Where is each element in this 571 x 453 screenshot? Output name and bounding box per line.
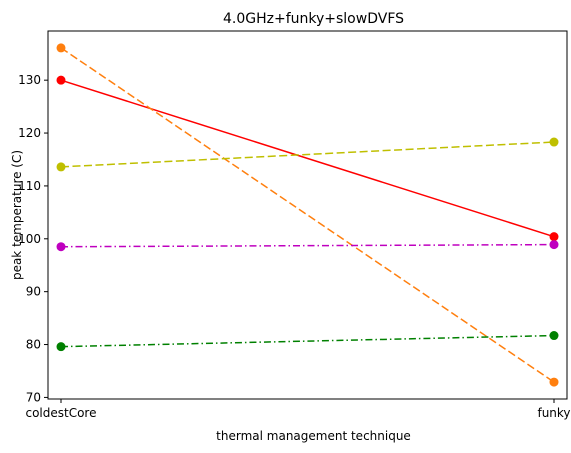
series-line bbox=[60, 243, 555, 248]
data-point bbox=[56, 162, 66, 172]
series-line bbox=[60, 79, 555, 238]
x-axis: coldestCore funky bbox=[25, 399, 571, 420]
y-axis: 70 80 90 100 110 120 130 bbox=[18, 73, 48, 404]
x-tick-label: funky bbox=[537, 406, 570, 420]
series-3 bbox=[56, 240, 559, 252]
y-tick-label: 80 bbox=[26, 338, 41, 352]
data-point bbox=[549, 377, 559, 387]
y-tick-label: 130 bbox=[18, 73, 41, 87]
series-4 bbox=[56, 331, 559, 352]
x-axis-label: thermal management technique bbox=[216, 429, 411, 443]
y-tick-label: 110 bbox=[18, 179, 41, 193]
data-point bbox=[549, 137, 559, 147]
data-point bbox=[56, 342, 66, 352]
y-axis-label: peak temperature (C) bbox=[10, 150, 24, 280]
data-point bbox=[56, 242, 66, 252]
x-tick-label: coldestCore bbox=[25, 406, 96, 420]
series-line bbox=[60, 334, 555, 348]
plot-frame bbox=[47, 30, 568, 400]
data-point bbox=[549, 240, 559, 250]
y-tick-label: 70 bbox=[26, 390, 41, 404]
series-line bbox=[60, 47, 555, 383]
y-tick-label: 90 bbox=[26, 285, 41, 299]
series-0 bbox=[56, 75, 559, 242]
y-tick-label: 120 bbox=[18, 126, 41, 140]
series-layer bbox=[56, 43, 559, 387]
data-point bbox=[56, 43, 66, 53]
y-tick-label: 100 bbox=[18, 232, 41, 246]
series-1 bbox=[56, 43, 559, 387]
chart-title: 4.0GHz+funky+slowDVFS bbox=[223, 11, 404, 27]
series-2 bbox=[56, 137, 559, 172]
series-line bbox=[60, 141, 555, 168]
plot-area bbox=[47, 30, 568, 400]
data-point bbox=[56, 75, 66, 85]
data-point bbox=[549, 232, 559, 242]
data-point bbox=[549, 331, 559, 341]
